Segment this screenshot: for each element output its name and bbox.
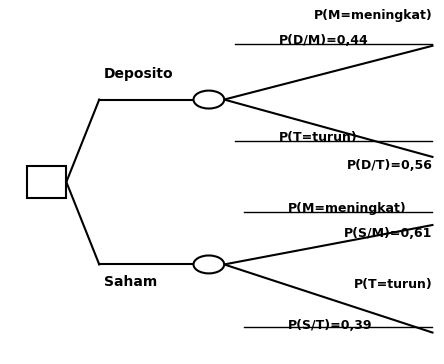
Text: P(D/M)=0,44: P(D/M)=0,44 (279, 34, 369, 47)
Text: P(S/T)=0,39: P(S/T)=0,39 (288, 319, 372, 332)
Text: P(T=turun): P(T=turun) (354, 278, 432, 291)
Text: P(S/M)=0,61: P(S/M)=0,61 (344, 228, 432, 241)
Ellipse shape (194, 91, 224, 108)
Text: P(T=turun): P(T=turun) (279, 131, 358, 144)
Text: P(M=meningkat): P(M=meningkat) (288, 202, 407, 215)
Text: Saham: Saham (103, 275, 157, 289)
Text: Deposito: Deposito (103, 67, 173, 82)
Ellipse shape (194, 256, 224, 273)
Text: P(D/T)=0,56: P(D/T)=0,56 (347, 159, 432, 173)
Bar (27, 166, 66, 198)
Text: P(M=meningkat): P(M=meningkat) (314, 9, 432, 22)
